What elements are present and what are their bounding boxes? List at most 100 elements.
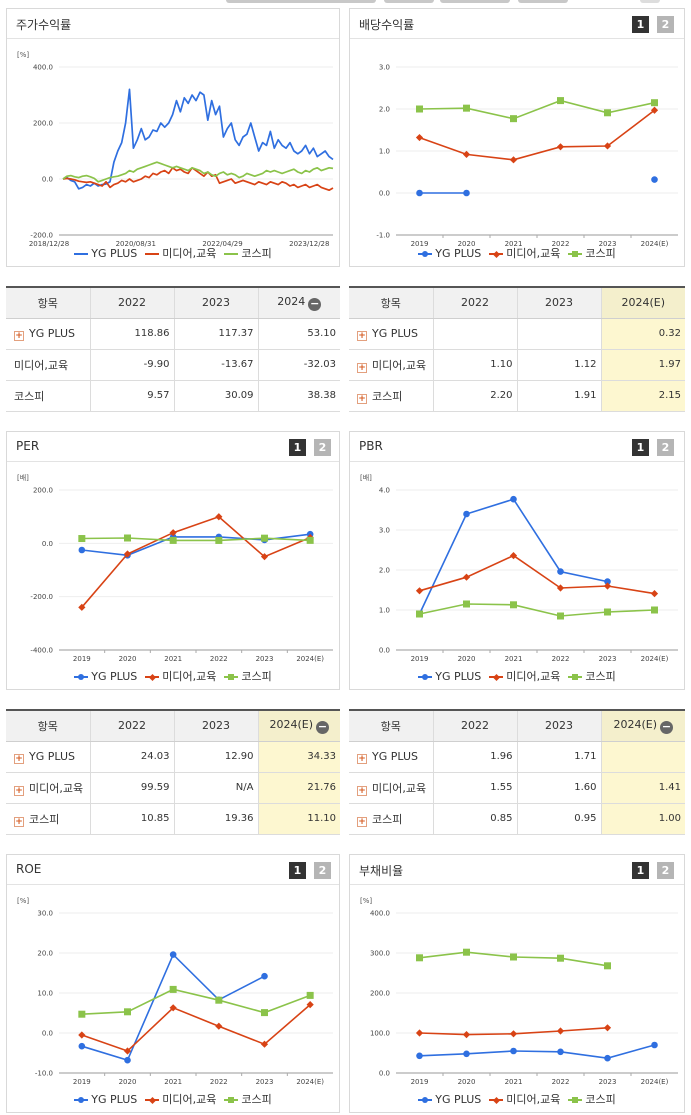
legend-item[interactable]: YG PLUS [418,670,481,683]
row-label[interactable]: + 미디어,교육 [349,772,433,804]
legend-item[interactable]: YG PLUS [418,1093,481,1106]
page-2-button[interactable]: 2 [657,862,674,879]
legend-swatch [224,250,239,258]
page-2-button[interactable]: 2 [657,16,674,33]
table-row: + 미디어,교육 1.10 1.12 1.97 [349,349,685,381]
collapse-minus-icon[interactable]: − [308,296,322,311]
row-name: 미디어,교육 [372,358,427,372]
page-1-button[interactable]: 1 [632,16,649,33]
x-tick-label: 2022 [210,655,228,663]
collapse-minus-icon[interactable]: − [316,719,330,734]
series-line [419,99,655,120]
data-point [510,601,517,609]
y-tick-label: 1.0 [379,148,390,156]
page-2-button[interactable]: 2 [657,439,674,456]
legend-swatch [489,1096,504,1104]
legend-item[interactable]: 미디어,교육 [489,1091,560,1107]
row-label[interactable]: + 코스피 [349,803,433,835]
row-label[interactable]: + YG PLUS [349,318,433,350]
data-point [604,1054,611,1062]
data-point [604,962,611,970]
expand-plus-icon[interactable]: + [14,785,24,796]
legend-item[interactable]: YG PLUS [74,670,137,683]
row-name: 코스피 [372,389,403,403]
expand-plus-icon[interactable]: + [357,753,367,764]
legend-item[interactable]: 코스피 [568,245,616,261]
table-row: + 코스피 2.20 1.91 2.15 [349,380,685,412]
y-tick-label: 2.0 [379,567,390,575]
row-label[interactable]: + 코스피 [6,803,90,835]
expand-plus-icon[interactable]: + [357,362,367,373]
top-nav-tab[interactable] [440,0,510,3]
legend-item[interactable]: 코스피 [224,245,272,261]
legend-swatch [568,673,583,681]
x-tick-label: 2024(E) [641,1078,669,1086]
panel-header: PBR 1 2 [350,432,684,462]
x-tick-label: 2022 [552,655,570,663]
legend-line [74,253,89,255]
collapse-minus-icon[interactable]: − [660,719,674,734]
data-point [462,1031,471,1039]
y-tick-label: 0.0 [379,190,390,198]
expand-plus-icon[interactable]: + [357,816,367,827]
legend-item[interactable]: 미디어,교육 [145,1091,216,1107]
x-tick-label: 2022/04/29 [202,240,242,248]
page-1-button[interactable]: 1 [289,862,306,879]
top-nav-tab[interactable] [226,0,376,3]
page-2-button[interactable]: 2 [314,862,331,879]
expand-plus-icon[interactable]: + [14,753,24,764]
row-label[interactable]: + YG PLUS [6,741,90,773]
legend-marker [228,674,235,680]
top-nav-tab[interactable] [384,0,434,3]
legend-label: 코스피 [241,1093,272,1106]
series-line [419,603,655,617]
legend-item[interactable]: 미디어,교육 [489,668,560,684]
expand-plus-icon[interactable]: + [14,816,24,827]
table-row: + 미디어,교육 1.55 1.60 1.41 [349,772,685,804]
legend-item[interactable]: YG PLUS [74,247,137,260]
legend-item[interactable]: 코스피 [568,1091,616,1107]
row-label[interactable]: + 코스피 [349,380,433,412]
legend-label: 미디어,교육 [506,670,561,683]
legend-item[interactable]: 코스피 [224,1091,272,1107]
col-header: 2022 [89,287,174,319]
series-line [62,88,334,190]
legend-item[interactable]: 미디어,교육 [145,668,216,684]
legend-item[interactable]: YG PLUS [74,1093,137,1106]
top-nav-tab[interactable] [640,0,660,3]
table-cell: 21.76 [257,772,340,804]
series-line [419,554,655,595]
legend-item[interactable]: 코스피 [568,668,616,684]
expand-plus-icon[interactable]: + [357,785,367,796]
legend-item[interactable]: 코스피 [224,668,272,684]
table-cell: 1.91 [516,380,601,412]
page-1-button[interactable]: 1 [632,439,649,456]
col-header-label: 2024(E) [613,717,658,731]
series-line [62,161,334,183]
page-1-button[interactable]: 1 [289,439,306,456]
row-label[interactable]: + 미디어,교육 [349,349,433,381]
x-tick-label: 2023 [599,1078,617,1086]
x-tick-label: 2018/12/28 [29,240,69,248]
series-line [81,1003,311,1052]
page-1-button[interactable]: 1 [632,862,649,879]
row-label[interactable]: + YG PLUS [6,318,90,350]
row-label[interactable]: + YG PLUS [349,741,433,773]
series-line [419,109,655,161]
per-table: 항목 2022 2023 2024(E) − + YG PLUS 24.03 12.90… [6,709,340,835]
expand-plus-icon[interactable]: + [357,393,367,404]
legend-marker [492,673,500,681]
expand-plus-icon[interactable]: + [14,330,24,341]
row-label[interactable]: + 미디어,교육 [6,772,90,804]
expand-plus-icon[interactable]: + [357,330,367,341]
table-cell: 1.96 [432,741,517,773]
y-tick-label: 30.0 [37,910,53,918]
data-point [78,1042,86,1050]
legend-item[interactable]: 미디어,교육 [145,245,216,261]
top-nav-tab[interactable] [518,0,568,3]
page-2-button[interactable]: 2 [314,439,331,456]
x-tick-label: 2020/08/31 [116,240,156,248]
col-header: 2023 [173,287,258,319]
legend-item[interactable]: YG PLUS [418,247,481,260]
legend-item[interactable]: 미디어,교육 [489,245,560,261]
